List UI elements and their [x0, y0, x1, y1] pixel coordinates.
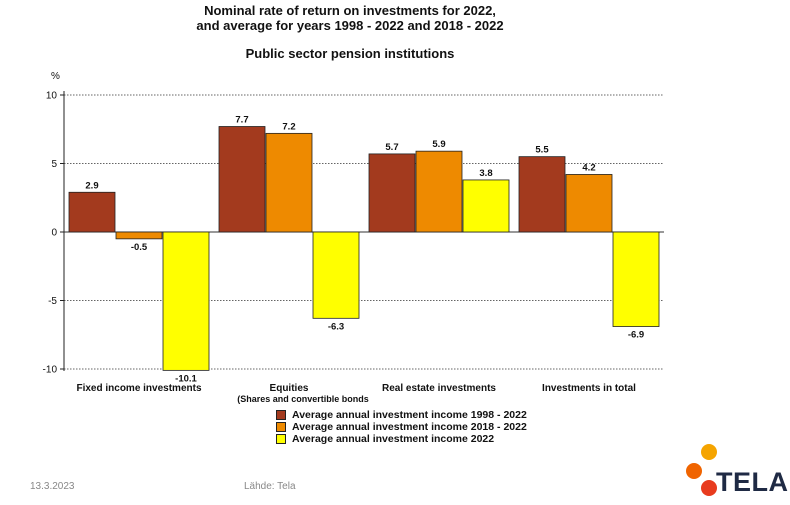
data-label: 7.2 [282, 121, 295, 132]
bar [518, 156, 566, 233]
y-tick-label: -5 [48, 296, 57, 307]
logo-dot [701, 444, 717, 460]
bar [115, 231, 163, 240]
category-sublabel: (Shares and convertible bonds [237, 394, 369, 404]
tela-logo-text: TELA [716, 467, 789, 497]
chart-legend: Average annual investment income 1998 - … [276, 409, 527, 445]
bar [218, 126, 266, 233]
category-label: Fixed income investments [76, 383, 201, 394]
footer-date: 13.3.2023 [30, 481, 75, 492]
legend-item: Average annual investment income 2018 - … [276, 421, 527, 433]
data-label: 4.2 [582, 162, 595, 173]
logo-dot [686, 463, 702, 479]
data-label: 5.9 [432, 139, 445, 150]
bar [368, 153, 416, 233]
data-label: 3.8 [479, 168, 492, 179]
bar [612, 231, 660, 327]
bar [415, 150, 463, 233]
y-tick-label: 5 [51, 159, 57, 170]
chart-title-line1: Nominal rate of return on investments fo… [204, 3, 496, 18]
data-label: 5.7 [385, 142, 398, 153]
category-label: Investments in total [542, 383, 636, 394]
data-label: 5.5 [535, 145, 549, 156]
legend-swatch-1998-2022 [276, 410, 286, 420]
chart-subtitle: Public sector pension institutions [245, 46, 455, 61]
legend-swatch-2018-2022 [276, 422, 286, 432]
y-tick-label: 0 [51, 228, 57, 239]
category-label: Equities [270, 383, 309, 394]
bar [162, 231, 210, 371]
data-label: -0.5 [131, 242, 148, 253]
bar [68, 191, 116, 233]
data-label: 7.7 [235, 115, 248, 126]
bar [462, 179, 510, 233]
bar [312, 231, 360, 319]
legend-item: Average annual investment income 2022 [276, 433, 527, 445]
legend-label-2018-2022: Average annual investment income 2018 - … [292, 421, 527, 433]
tela-logo-mark [686, 444, 717, 496]
data-label: -6.9 [628, 330, 644, 341]
data-label: -10.1 [175, 373, 197, 384]
y-axis-unit-label: % [51, 71, 60, 82]
bar [565, 174, 613, 233]
bar [265, 132, 313, 233]
y-tick-label: -10 [43, 365, 58, 376]
y-tick-label: 10 [46, 91, 58, 102]
category-label: Real estate investments [382, 383, 496, 394]
chart-title-line2: and average for years 1998 - 2022 and 20… [196, 18, 504, 33]
legend-item: Average annual investment income 1998 - … [276, 409, 527, 421]
legend-swatch-2022 [276, 434, 286, 444]
legend-label-2022: Average annual investment income 2022 [292, 433, 495, 445]
data-label: 2.9 [85, 180, 98, 191]
data-label: -6.3 [328, 321, 344, 332]
logo-dot [701, 480, 717, 496]
footer-source: Lähde: Tela [244, 481, 296, 492]
legend-label-1998-2022: Average annual investment income 1998 - … [292, 409, 527, 421]
